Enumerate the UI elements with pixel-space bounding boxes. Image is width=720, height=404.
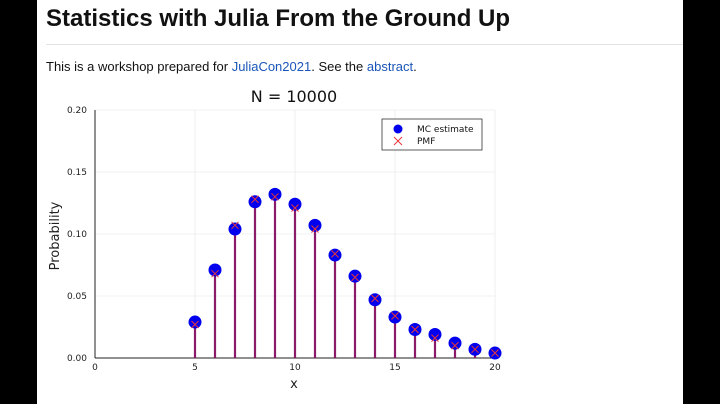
juliacon2021-link[interactable]: JuliaCon2021: [231, 59, 312, 74]
pmf-point: [251, 195, 259, 204]
legend-x-marker: [393, 136, 403, 146]
mc-estimate-point: [328, 248, 342, 262]
legend-box: [381, 118, 483, 151]
intro-text: . See the: [311, 59, 367, 74]
pmf-point: [291, 204, 299, 212]
x-tick-label: 20: [489, 363, 501, 373]
mc-estimate-point: [308, 218, 322, 232]
x-tick-label: 0: [92, 363, 98, 373]
legend-circle-marker: [393, 124, 403, 134]
pmf-point: [371, 294, 379, 303]
pmf-point: [431, 334, 439, 343]
pmf-point: [191, 320, 199, 329]
probability-chart: 0.00 0.05 0.10 0.15 0.20 0 5 10 15 20 N = 10000 x…: [48, 87, 502, 392]
pmf-point: [331, 249, 339, 258]
mc-estimate-point: [368, 293, 382, 307]
page: Statistics with Julia From the Ground Up…: [37, 0, 683, 404]
mc-estimate-point: [188, 315, 202, 329]
x-axis-label: x: [290, 377, 298, 392]
mc-estimate-point: [448, 336, 462, 350]
x-tick-label: 10: [289, 363, 301, 373]
y-tick-label: 0.00: [67, 354, 87, 364]
y-tick-label: 0.20: [67, 106, 87, 116]
pmf-point: [411, 325, 419, 334]
pmf-point: [311, 225, 319, 233]
pmf-point: [231, 221, 239, 230]
y-tick-label: 0.10: [67, 230, 87, 240]
pmf-point: [271, 192, 279, 201]
mc-estimate-point: [428, 327, 442, 341]
intro-paragraph: This is a workshop prepared for JuliaCon…: [46, 59, 417, 74]
mc-estimate-point: [208, 263, 222, 277]
pmf-point: [491, 349, 499, 357]
chart-legend: MC estimate PMF: [381, 118, 483, 151]
page-title: Statistics with Julia From the Ground Up: [46, 5, 511, 32]
intro-text: .: [413, 59, 417, 74]
pmf-point: [351, 273, 359, 282]
legend-label-pmf: PMF: [417, 137, 435, 147]
title-divider: [46, 44, 683, 45]
x-tick-label: 15: [389, 363, 400, 373]
x-tick-label: 5: [192, 363, 198, 373]
y-tick-label: 0.05: [67, 292, 87, 302]
mc-estimate-point: [388, 310, 402, 324]
abstract-link[interactable]: abstract: [366, 59, 414, 74]
intro-text: This is a workshop prepared for: [46, 59, 232, 74]
mc-estimate-point: [268, 187, 282, 201]
legend-label-mc-estimate: MC estimate: [417, 125, 474, 135]
mc-estimate-point: [288, 197, 302, 211]
y-axis-label: Probability: [48, 201, 63, 270]
mc-estimate-point: [348, 269, 362, 283]
pmf-point: [211, 269, 219, 278]
pmf-point: [391, 311, 399, 320]
chart-title: N = 10000: [251, 87, 337, 106]
pmf-point: [451, 341, 459, 350]
pmf-point: [471, 345, 479, 354]
mc-estimate-point: [248, 195, 262, 209]
mc-estimate-point: [228, 222, 242, 236]
y-tick-label: 0.15: [67, 168, 87, 178]
